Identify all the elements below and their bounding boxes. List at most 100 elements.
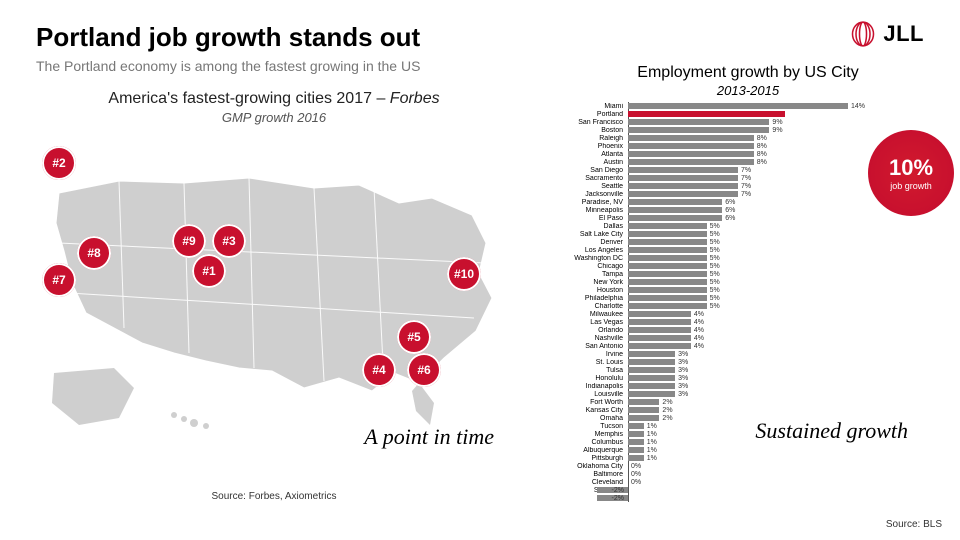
bar-value: 7% [741, 191, 751, 198]
bar-label: Washington DC [548, 255, 626, 262]
bar [628, 191, 738, 197]
bar-label: Denver [548, 239, 626, 246]
bar-value: 5% [710, 247, 720, 254]
bar-row: Minneapolis6% [548, 206, 948, 214]
bar-label: New York [548, 279, 626, 286]
bar-value: 7% [741, 167, 751, 174]
bar-value: -2% [575, 495, 624, 502]
bar-value: 3% [678, 375, 688, 382]
bar-row: Irvine3% [548, 350, 948, 358]
bar-value: 8% [757, 143, 767, 150]
bar-label: Philadelphia [548, 295, 626, 302]
bar-value: 3% [678, 351, 688, 358]
bar-row: Orlando4% [548, 326, 948, 334]
bar [628, 103, 848, 109]
bar-row: El Paso6% [548, 214, 948, 222]
map-title-text: America's fastest-growing cities 2017 – [108, 90, 389, 107]
bar-value: 6% [725, 199, 735, 206]
bar-label: Tulsa [548, 367, 626, 374]
bar-row: Phoenix8% [548, 142, 948, 150]
bar-value: 7% [741, 175, 751, 182]
bar-value: 4% [694, 311, 704, 318]
bar-label: Atlanta [548, 151, 626, 158]
bar [628, 159, 754, 165]
bar [628, 383, 675, 389]
bar [628, 431, 644, 437]
bar-row: Baltimore 0% [548, 470, 948, 478]
bar-label: Las Vegas [548, 319, 626, 326]
bar [628, 183, 738, 189]
chart-panel: Employment growth by US City 2013-2015 1… [548, 64, 948, 534]
bar-label: Fort Worth [548, 399, 626, 406]
bar-value: 3% [678, 383, 688, 390]
bar [628, 399, 659, 405]
bar-value: 8% [757, 135, 767, 142]
bar-row: Detroit-2% [548, 494, 948, 502]
bar [628, 127, 769, 133]
jll-logo-icon [849, 20, 877, 48]
bar-value: 0% [631, 463, 641, 470]
bar [628, 343, 691, 349]
map-pin: #4 [362, 353, 396, 387]
bar-row: Milwaukee 4% [548, 310, 948, 318]
map-pin: #9 [172, 224, 206, 258]
bar-value: 5% [710, 263, 720, 270]
map-source: Source: Forbes, Axiometrics [211, 491, 336, 502]
bar [628, 447, 644, 453]
bar-label: Albuquerque [548, 447, 626, 454]
bar-value: 1% [647, 439, 657, 446]
bar-value: 5% [710, 303, 720, 310]
bar-label: Baltimore [548, 471, 626, 478]
bar [628, 263, 707, 269]
bar-row: Honolulu3% [548, 374, 948, 382]
bar-label: Dallas [548, 223, 626, 230]
bar-row: New York5% [548, 278, 948, 286]
bar-value: 1% [647, 431, 657, 438]
bar [628, 311, 691, 317]
bar-label: St. Louis [548, 359, 626, 366]
bar-row: San Jose-2% [548, 486, 948, 494]
bar-row: Salt Lake City5% [548, 230, 948, 238]
bar [628, 239, 707, 245]
bar [628, 391, 675, 397]
bar-label: Memphis [548, 431, 626, 438]
bar [628, 215, 722, 221]
bar-label: Seattle [548, 183, 626, 190]
bar-label: Kansas City [548, 407, 626, 414]
bar-row: Jacksonville 7% [548, 190, 948, 198]
bar-value: 5% [710, 271, 720, 278]
bar-value: 4% [694, 327, 704, 334]
bar-row: Tampa5% [548, 270, 948, 278]
bar-label: Indianapolis [548, 383, 626, 390]
bar-row: Sacramento7% [548, 174, 948, 182]
bar-label: Oklahoma City [548, 463, 626, 470]
bar-value: 1% [647, 447, 657, 454]
bar-label: Louisville [548, 391, 626, 398]
bar-row: Los Angeles5% [548, 246, 948, 254]
bar-row: Philadelphia 5% [548, 294, 948, 302]
bar-label: Jacksonville [548, 191, 626, 198]
bar-label: San Francisco [548, 119, 626, 126]
map-title: America's fastest-growing cities 2017 – … [24, 90, 524, 108]
bar-value: 0% [631, 471, 641, 478]
bar-value: 5% [710, 231, 720, 238]
bar [628, 295, 707, 301]
page-title: Portland job growth stands out [36, 22, 420, 53]
bar [628, 359, 675, 365]
bar-value: 8% [757, 159, 767, 166]
bar-value: 4% [694, 319, 704, 326]
bar-row: Washington DC5% [548, 254, 948, 262]
bar-value: 5% [710, 295, 720, 302]
bar-label: Charlotte [548, 303, 626, 310]
bar [628, 199, 722, 205]
slide: Portland job growth stands out The Portl… [0, 0, 960, 540]
bar-label: San Diego [548, 167, 626, 174]
us-map: #1#2#3#4#5#6#7#8#9#10 [24, 133, 524, 433]
bar [628, 151, 754, 157]
bar-value: 6% [725, 207, 735, 214]
bar-row: Houston5% [548, 286, 948, 294]
bar-row: Atlanta8% [548, 150, 948, 158]
bar-value: 6% [725, 215, 735, 222]
bar-label: Milwaukee [548, 311, 626, 318]
bar [628, 335, 691, 341]
